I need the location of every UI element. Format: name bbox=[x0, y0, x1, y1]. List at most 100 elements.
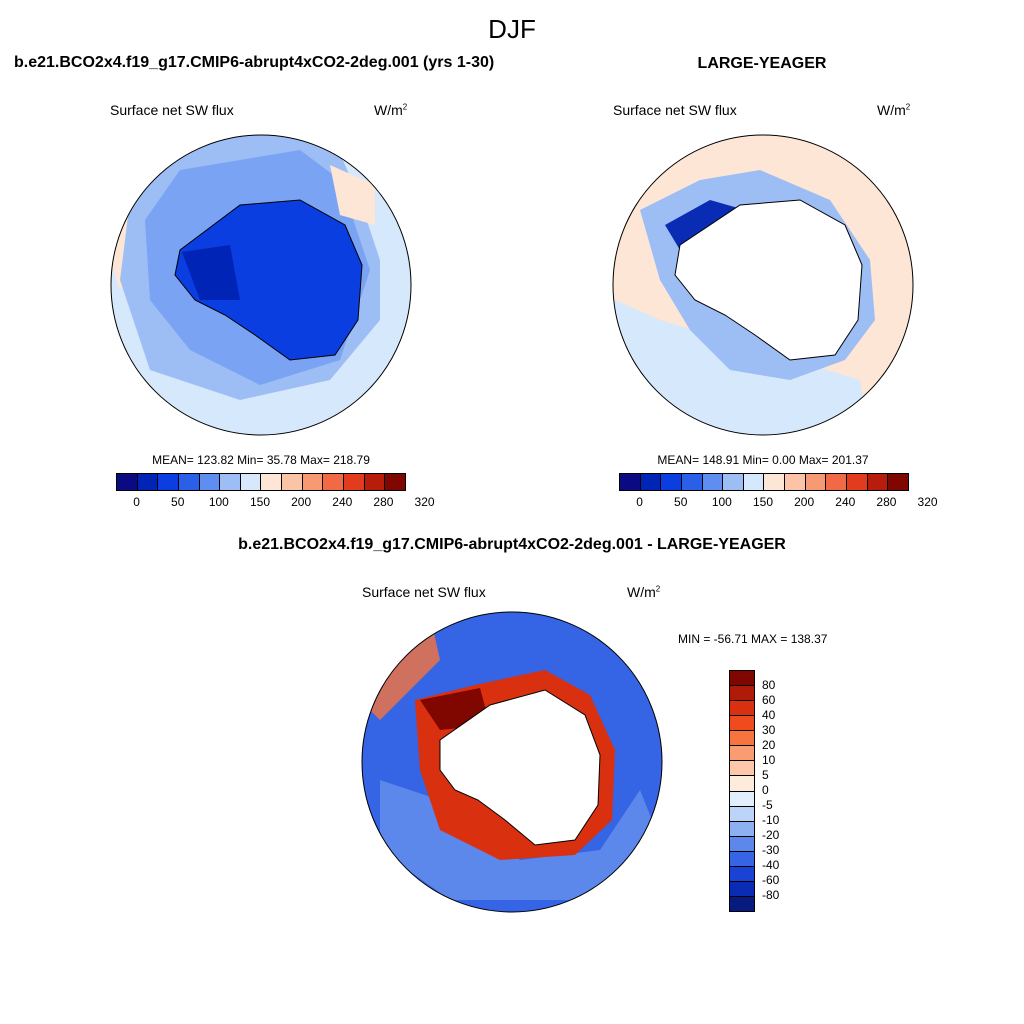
colorbar-tick-label: 5 bbox=[762, 768, 769, 782]
panel2-title: LARGE-YEAGER bbox=[697, 55, 827, 72]
colorbar-swatch bbox=[323, 474, 345, 490]
panel2-antarctica bbox=[674, 199, 863, 361]
colorbar-swatch bbox=[888, 474, 908, 490]
panel1-peninsula-shade bbox=[182, 245, 240, 300]
panel2-stats: MEAN= 148.91 Min= 0.00 Max= 201.37 bbox=[657, 453, 869, 467]
colorbar-tick-label: 40 bbox=[762, 708, 776, 722]
colorbar-swatch bbox=[785, 474, 806, 490]
colorbar-swatch bbox=[730, 806, 754, 822]
colorbar-swatch bbox=[302, 474, 324, 490]
panel2-colorbar bbox=[619, 473, 909, 491]
panel3-antarctica bbox=[439, 689, 601, 846]
figure-season-title: DJF bbox=[488, 14, 536, 44]
colorbar-tick-label: 100 bbox=[711, 495, 732, 509]
colorbar-tick-label: 10 bbox=[762, 753, 776, 767]
colorbar-tick-label: 200 bbox=[291, 495, 312, 509]
panel2-units-exp: 2 bbox=[905, 102, 911, 112]
colorbar-swatch bbox=[730, 866, 754, 882]
colorbar-tick-label: 240 bbox=[835, 495, 856, 509]
colorbar-tick-label: 320 bbox=[917, 495, 938, 509]
colorbar-swatch bbox=[117, 474, 138, 490]
panel1-stats: MEAN= 123.82 Min= 35.78 Max= 218.79 bbox=[152, 453, 370, 467]
colorbar-swatch bbox=[730, 701, 754, 717]
colorbar-swatch bbox=[730, 761, 754, 777]
colorbar-swatch bbox=[730, 791, 754, 807]
colorbar-swatch bbox=[681, 474, 703, 490]
panel3-map bbox=[362, 612, 662, 912]
colorbar-tick-label: 100 bbox=[208, 495, 229, 509]
colorbar-swatch bbox=[867, 474, 889, 490]
colorbar-swatch bbox=[730, 716, 754, 732]
panel2-variable-label: Surface net SW flux bbox=[613, 102, 737, 118]
panel1-units-base: W/m bbox=[374, 102, 403, 118]
colorbar-swatch bbox=[730, 836, 754, 852]
colorbar-swatch bbox=[730, 671, 754, 687]
colorbar-tick-label: -10 bbox=[762, 813, 780, 827]
colorbar-tick-label: 150 bbox=[752, 495, 774, 509]
colorbar-tick-label: -5 bbox=[762, 798, 773, 812]
colorbar-swatch bbox=[730, 686, 754, 702]
colorbar-swatch bbox=[730, 776, 754, 792]
colorbar-swatch bbox=[364, 474, 386, 490]
panel1-warm-patch-east bbox=[330, 165, 375, 225]
colorbar-swatch bbox=[661, 474, 682, 490]
colorbar-swatch bbox=[730, 896, 754, 911]
panel1-title: b.e21.BCO2x4.f19_g17.CMIP6-abrupt4xCO2-2… bbox=[14, 54, 495, 71]
colorbar-swatch bbox=[723, 474, 744, 490]
colorbar-tick-label: 320 bbox=[414, 495, 435, 509]
colorbar-swatch bbox=[240, 474, 262, 490]
panel2-map-border bbox=[612, 134, 914, 436]
colorbar-swatch bbox=[282, 474, 303, 490]
colorbar-swatch bbox=[344, 474, 365, 490]
panel3-units-exp: 2 bbox=[655, 584, 661, 594]
colorbar-tick-label: 200 bbox=[794, 495, 815, 509]
panel3-title: b.e21.BCO2x4.f19_g17.CMIP6-abrupt4xCO2-2… bbox=[238, 536, 786, 553]
colorbar-swatch bbox=[199, 474, 221, 490]
panel3-colorbar bbox=[729, 670, 755, 912]
colorbar-tick-label: 240 bbox=[332, 495, 353, 509]
colorbar-swatch bbox=[385, 474, 405, 490]
panel1-variable-label: Surface net SW flux bbox=[110, 102, 234, 118]
panel2-units: W/m2 bbox=[877, 102, 910, 118]
colorbar-swatch bbox=[847, 474, 868, 490]
colorbar-swatch bbox=[730, 746, 754, 762]
panel3-stats: MIN = -56.71 MAX = 138.37 bbox=[678, 632, 828, 646]
panel1-antarctica bbox=[174, 199, 363, 361]
colorbar-swatch bbox=[805, 474, 827, 490]
colorbar-tick-label: 50 bbox=[171, 495, 185, 509]
colorbar-swatch bbox=[764, 474, 786, 490]
colorbar-tick-label: 280 bbox=[876, 495, 897, 509]
panel3-variable-label: Surface net SW flux bbox=[362, 584, 486, 600]
colorbar-swatch bbox=[730, 731, 754, 747]
colorbar-tick-label: -30 bbox=[762, 843, 780, 857]
colorbar-swatch bbox=[702, 474, 724, 490]
colorbar-tick-label: 50 bbox=[674, 495, 688, 509]
panel1-units: W/m2 bbox=[374, 102, 407, 118]
panel3-units-base: W/m bbox=[627, 584, 656, 600]
panel3-units: W/m2 bbox=[627, 584, 660, 600]
colorbar-tick-label: -60 bbox=[762, 873, 780, 887]
colorbar-swatch bbox=[178, 474, 200, 490]
panel1-colorbar bbox=[116, 473, 406, 491]
colorbar-tick-label: -20 bbox=[762, 828, 780, 842]
colorbar-tick-label: -40 bbox=[762, 858, 780, 872]
panel1-map bbox=[111, 135, 411, 435]
colorbar-tick-label: 20 bbox=[762, 738, 776, 752]
colorbar-tick-label: -80 bbox=[762, 888, 780, 902]
colorbar-tick-label: 150 bbox=[249, 495, 271, 509]
panel2-map bbox=[613, 135, 913, 435]
colorbar-tick-label: 60 bbox=[762, 693, 776, 707]
colorbar-tick-label: 0 bbox=[133, 495, 140, 509]
colorbar-swatch bbox=[826, 474, 848, 490]
panel1-units-exp: 2 bbox=[402, 102, 408, 112]
colorbar-swatch bbox=[158, 474, 179, 490]
colorbar-swatch bbox=[730, 881, 754, 897]
panel3-map-border bbox=[361, 611, 663, 913]
colorbar-swatch bbox=[640, 474, 662, 490]
colorbar-tick-label: 0 bbox=[636, 495, 643, 509]
colorbar-tick-label: 280 bbox=[373, 495, 394, 509]
colorbar-swatch bbox=[220, 474, 241, 490]
colorbar-swatch bbox=[261, 474, 283, 490]
colorbar-tick-label: 30 bbox=[762, 723, 776, 737]
